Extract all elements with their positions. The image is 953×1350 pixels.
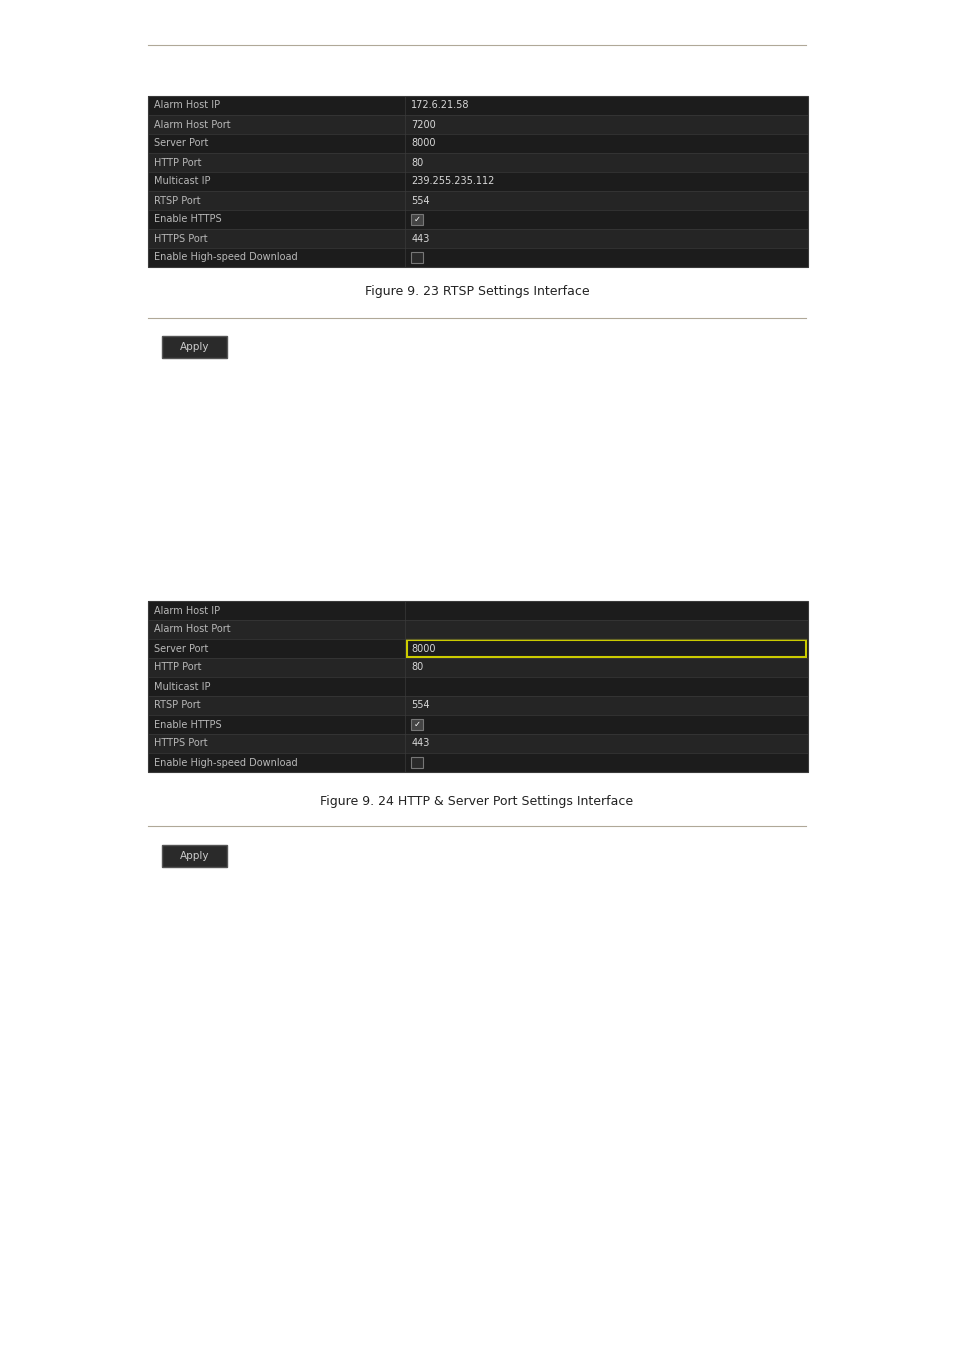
Bar [148,676,807,697]
Bar [162,336,227,358]
Text: Enable HTTPS: Enable HTTPS [153,720,221,729]
Bar [407,640,805,657]
Text: Server Port: Server Port [153,139,208,148]
Text: 172.6.21.58: 172.6.21.58 [411,100,470,111]
Bar [148,134,807,153]
Bar [148,753,807,772]
Text: Multicast IP: Multicast IP [153,682,211,691]
Text: Enable High-speed Download: Enable High-speed Download [153,252,297,262]
Bar [148,601,807,772]
Text: Alarm Host IP: Alarm Host IP [153,606,220,616]
Text: 443: 443 [411,234,429,243]
Bar [148,639,807,657]
Bar [411,252,422,263]
Text: HTTPS Port: HTTPS Port [153,234,208,243]
Text: 80: 80 [411,158,423,167]
Bar [148,230,807,248]
Bar [162,845,227,867]
Text: HTTPS Port: HTTPS Port [153,738,208,748]
Bar [148,96,807,267]
Text: 443: 443 [411,738,429,748]
Text: 8000: 8000 [411,644,436,653]
Text: Alarm Host IP: Alarm Host IP [153,100,220,111]
Bar [148,153,807,171]
Text: Enable High-speed Download: Enable High-speed Download [153,757,297,768]
Text: Enable HTTPS: Enable HTTPS [153,215,221,224]
Bar [148,601,807,620]
Text: Figure 9. 23 RTSP Settings Interface: Figure 9. 23 RTSP Settings Interface [364,285,589,298]
Text: RTSP Port: RTSP Port [153,701,200,710]
Bar [148,171,807,190]
Text: RTSP Port: RTSP Port [153,196,200,205]
Bar [148,96,807,115]
Bar [148,248,807,267]
Bar [148,211,807,230]
Bar [148,190,807,211]
Text: 239.255.235.112: 239.255.235.112 [411,177,495,186]
Bar [411,213,422,225]
Text: 8000: 8000 [411,139,436,148]
Text: Figure 9. 24 HTTP & Server Port Settings Interface: Figure 9. 24 HTTP & Server Port Settings… [320,795,633,809]
Text: 80: 80 [411,663,423,672]
Text: Server Port: Server Port [153,644,208,653]
Bar [148,697,807,716]
Bar [148,620,807,639]
Bar [411,757,422,768]
Bar [148,716,807,734]
Text: Multicast IP: Multicast IP [153,177,211,186]
Bar [411,718,422,730]
Text: Apply: Apply [179,850,209,861]
Text: HTTP Port: HTTP Port [153,663,201,672]
Text: ✓: ✓ [414,215,420,224]
Text: 7200: 7200 [411,120,436,130]
Text: HTTP Port: HTTP Port [153,158,201,167]
Text: Alarm Host Port: Alarm Host Port [153,120,231,130]
Text: Alarm Host Port: Alarm Host Port [153,625,231,634]
Text: Apply: Apply [179,342,209,352]
Text: ✓: ✓ [414,720,420,729]
Bar [148,657,807,676]
Text: 554: 554 [411,196,430,205]
Bar [148,115,807,134]
Text: 554: 554 [411,701,430,710]
Bar [148,734,807,753]
